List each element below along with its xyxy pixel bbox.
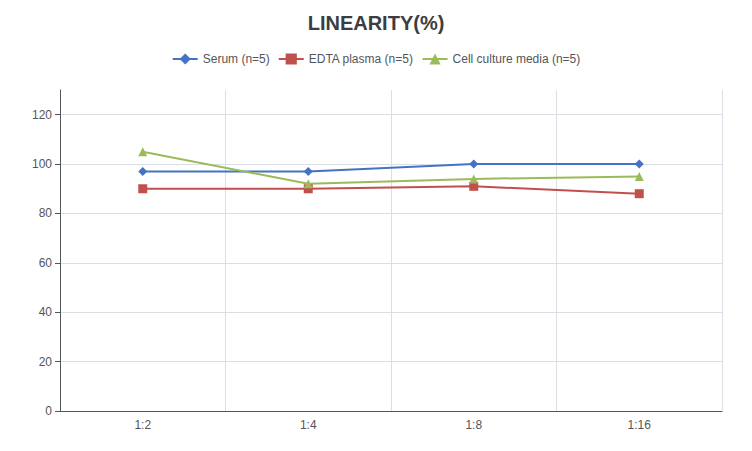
svg-text:Serum (n=5): Serum (n=5)	[203, 52, 270, 66]
svg-text:100: 100	[32, 157, 52, 171]
svg-text:80: 80	[39, 206, 53, 220]
svg-text:1:8: 1:8	[465, 418, 482, 432]
svg-text:20: 20	[39, 355, 53, 369]
svg-text:1:2: 1:2	[134, 418, 151, 432]
svg-text:Cell culture media (n=5): Cell culture media (n=5)	[453, 52, 581, 66]
svg-text:0: 0	[45, 404, 52, 418]
svg-text:40: 40	[39, 305, 53, 319]
svg-text:60: 60	[39, 256, 53, 270]
svg-text:EDTA plasma (n=5): EDTA plasma (n=5)	[309, 52, 413, 66]
svg-text:1:16: 1:16	[628, 418, 652, 432]
svg-text:1:4: 1:4	[300, 418, 317, 432]
svg-text:120: 120	[32, 108, 52, 122]
svg-text:LINEARITY(%): LINEARITY(%)	[308, 12, 445, 34]
